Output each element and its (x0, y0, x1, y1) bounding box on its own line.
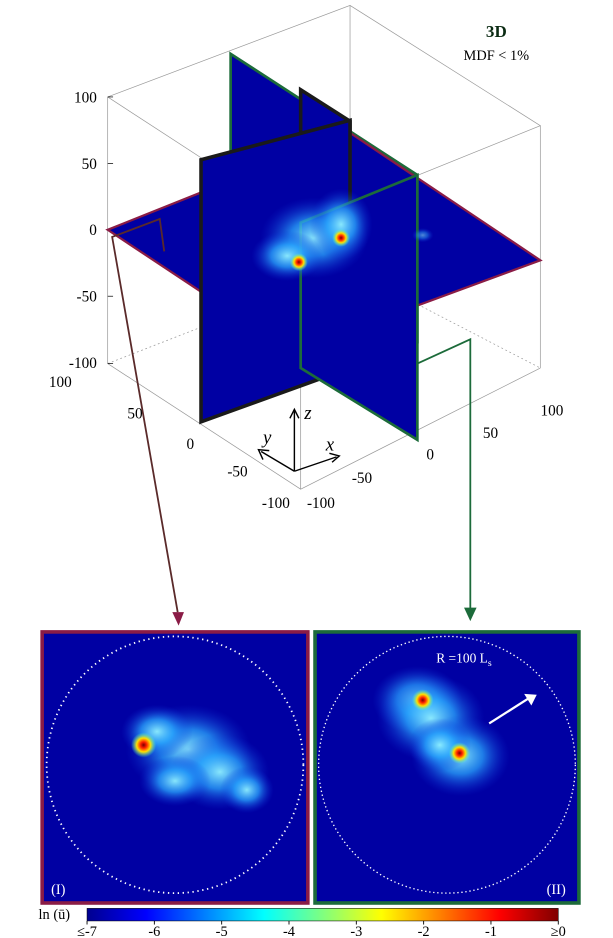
colorbar-tick-label: -5 (216, 924, 228, 938)
radius-label: R =100 Ls (436, 650, 492, 669)
colorbar-tick-label: -6 (148, 924, 160, 938)
z-axis-label: z (303, 403, 312, 424)
y-tick-label: 50 (127, 405, 143, 422)
z-tick-label: -50 (77, 289, 98, 306)
panel-label-II: (II) (547, 882, 566, 898)
yz-to-inset-II-line (416, 337, 472, 609)
xy-arrowhead (172, 612, 184, 626)
x-tick-label: 50 (483, 425, 499, 442)
colorbar-tick-label: -2 (418, 924, 430, 938)
axis-triad (257, 407, 341, 472)
xy-to-inset-I-line (111, 217, 179, 613)
x-tick-label: 0 (426, 447, 434, 464)
x-tick-label: -100 (307, 495, 335, 512)
z-tick-label: -100 (69, 355, 97, 372)
colorbar-tick-label: -1 (485, 924, 497, 938)
yz-arrowhead (464, 607, 477, 622)
x-tick-label: -50 (352, 470, 373, 487)
y-axis-label: y (261, 427, 272, 448)
field-pattern-3d (251, 188, 434, 281)
y-tick-label: 0 (186, 436, 194, 453)
x-axis-label: x (325, 435, 335, 456)
inset-panel-I (40, 630, 310, 905)
x-tick-label: 100 (541, 403, 564, 420)
y-tick-label: 100 (49, 374, 72, 391)
z-tick-label: 100 (74, 89, 97, 106)
colorbar-tick-label: -3 (350, 924, 362, 938)
colorbar-tick-label: ≥0 (551, 924, 566, 938)
y-tick-label: -50 (227, 464, 248, 481)
colorbar-tick-label: -4 (283, 924, 295, 938)
chart-subtitle: MDF < 1% (464, 48, 530, 64)
colorbar-label: ln (ū) (39, 907, 71, 923)
inset-panel-II (313, 630, 581, 905)
y-tick-label: -100 (262, 495, 290, 512)
colorbar-tick-label: ≤-7 (77, 924, 97, 938)
panel-label-I: (I) (51, 882, 66, 898)
colorbar: ln (ū) ≤-7 -6 -5 -4 -3 -2 -1 ≥0 (39, 907, 566, 938)
z-tick-label: 0 (89, 222, 97, 239)
chart-title: 3D (486, 22, 507, 41)
z-tick-label: 50 (82, 156, 98, 173)
